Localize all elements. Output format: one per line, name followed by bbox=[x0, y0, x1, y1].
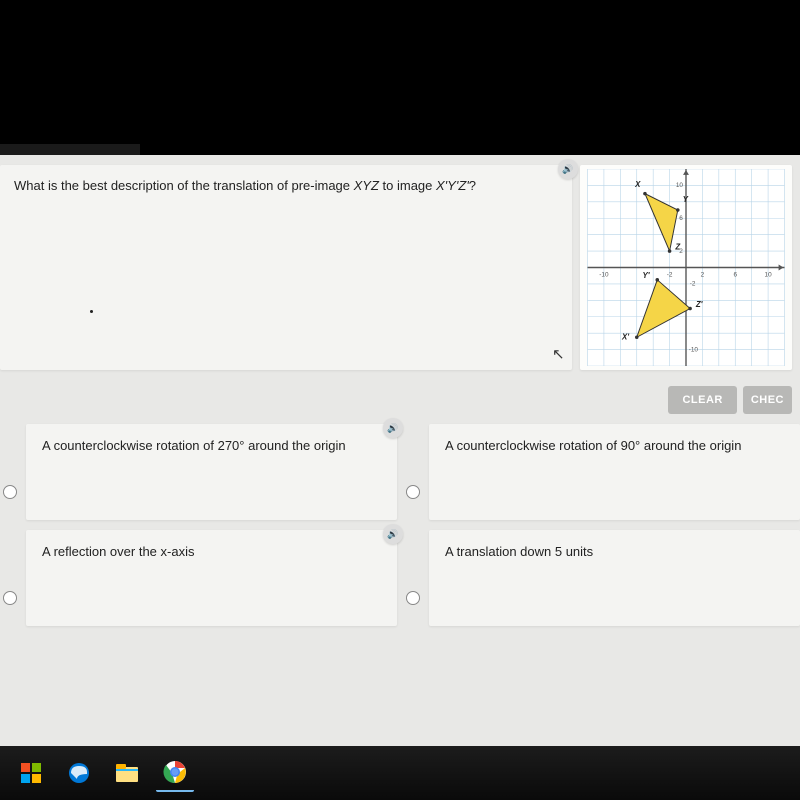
question-postimage: X'Y'Z' bbox=[436, 178, 469, 193]
speaker-icon[interactable]: 🔊 bbox=[383, 418, 403, 438]
svg-text:6: 6 bbox=[679, 215, 683, 222]
radio-a[interactable] bbox=[3, 485, 17, 499]
radio-d[interactable] bbox=[406, 591, 420, 605]
svg-text:6: 6 bbox=[733, 272, 737, 279]
question-row: 🔊 What is the best description of the tr… bbox=[0, 155, 800, 370]
answer-b-text: A counterclockwise rotation of 90° aroun… bbox=[445, 438, 741, 453]
answer-c-text: A reflection over the x-axis bbox=[42, 544, 194, 559]
answer-d-text: A translation down 5 units bbox=[445, 544, 593, 559]
start-icon[interactable] bbox=[12, 754, 50, 792]
question-preimage: XYZ bbox=[354, 178, 379, 193]
radio-c[interactable] bbox=[3, 591, 17, 605]
svg-text:10: 10 bbox=[676, 182, 684, 189]
answer-b[interactable]: A counterclockwise rotation of 90° aroun… bbox=[429, 424, 800, 520]
radio-cell-c bbox=[0, 530, 20, 626]
chrome-icon[interactable] bbox=[156, 754, 194, 792]
svg-text:2: 2 bbox=[701, 272, 705, 279]
radio-cell-d bbox=[403, 530, 423, 626]
check-button[interactable]: CHEC bbox=[743, 386, 792, 414]
answer-a[interactable]: 🔊 A counterclockwise rotation of 270° ar… bbox=[26, 424, 397, 520]
quiz-content-area: 🔊 What is the best description of the tr… bbox=[0, 155, 800, 746]
taskbar bbox=[0, 746, 800, 800]
svg-text:Y: Y bbox=[683, 195, 689, 204]
question-prefix: What is the best description of the tran… bbox=[14, 178, 354, 193]
radio-b[interactable] bbox=[406, 485, 420, 499]
svg-text:10: 10 bbox=[765, 272, 773, 279]
svg-text:X: X bbox=[634, 180, 641, 189]
question-middle: to image bbox=[379, 178, 436, 193]
action-button-row: CLEAR CHEC bbox=[0, 370, 800, 418]
question-suffix: ? bbox=[469, 178, 476, 193]
svg-text:Z': Z' bbox=[695, 300, 704, 309]
radio-cell-b bbox=[403, 424, 423, 520]
clear-button[interactable]: CLEAR bbox=[668, 386, 736, 414]
speaker-icon[interactable]: 🔊 bbox=[558, 159, 578, 179]
edge-icon[interactable] bbox=[60, 754, 98, 792]
svg-text:-10: -10 bbox=[599, 272, 609, 279]
coordinate-graph: 1062-2-10-10-22610XYZY'Z'X' bbox=[584, 169, 788, 366]
speaker-icon[interactable]: 🔊 bbox=[383, 524, 403, 544]
svg-text:-2: -2 bbox=[690, 281, 696, 288]
radio-cell-a bbox=[0, 424, 20, 520]
svg-text:Y': Y' bbox=[642, 271, 650, 280]
answer-c[interactable]: 🔊 A reflection over the x-axis bbox=[26, 530, 397, 626]
question-box: 🔊 What is the best description of the tr… bbox=[0, 165, 572, 370]
graph-box: 1062-2-10-10-22610XYZY'Z'X' bbox=[580, 165, 792, 370]
answers-grid: 🔊 A counterclockwise rotation of 270° ar… bbox=[0, 418, 800, 626]
svg-text:-10: -10 bbox=[689, 346, 699, 353]
answer-d[interactable]: A translation down 5 units bbox=[429, 530, 800, 626]
question-text: What is the best description of the tran… bbox=[14, 177, 558, 195]
browser-tab-fragment bbox=[0, 144, 140, 155]
answer-a-text: A counterclockwise rotation of 270° arou… bbox=[42, 438, 346, 453]
svg-text:-2: -2 bbox=[667, 272, 673, 279]
dot-mark bbox=[90, 310, 93, 313]
svg-text:X': X' bbox=[621, 333, 630, 342]
file-explorer-icon[interactable] bbox=[108, 754, 146, 792]
